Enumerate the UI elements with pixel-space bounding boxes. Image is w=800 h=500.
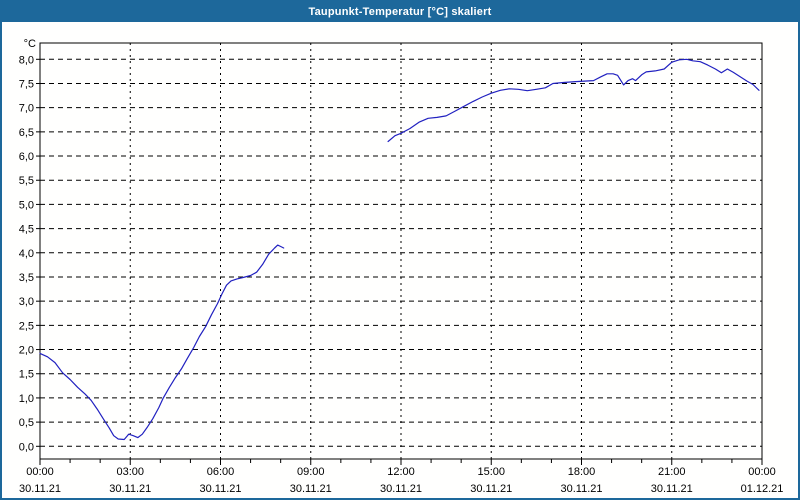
y-tick-label: 5,5 <box>19 175 34 187</box>
x-tick-date-label: 30.11.21 <box>109 483 151 495</box>
y-tick-label: 1,5 <box>19 369 34 381</box>
x-tick-time-label: 00:00 <box>748 466 776 478</box>
x-tick-date-label: 30.11.21 <box>651 483 693 495</box>
dewpoint-temperature-chart: 8,0 7,5 7,0 6,5 6,0 5,5 5,0 4,5 4,0 3,5 3,0 2,5 2,0 1… <box>19 38 784 495</box>
y-tick-label: 2,0 <box>19 345 34 357</box>
x-tick-time-label: 06:00 <box>207 466 235 478</box>
y-tick-label: 3,0 <box>19 296 34 308</box>
x-tick-time-label: 18:00 <box>568 466 596 478</box>
x-tick-date-label: 30.11.21 <box>199 483 241 495</box>
x-tick-time-label: 00:00 <box>26 466 54 478</box>
y-tick-label: 5,0 <box>19 199 34 211</box>
x-tick-time-label: 12:00 <box>387 466 415 478</box>
x-tick-time-label: 09:00 <box>297 466 325 478</box>
window-title: Taupunkt-Temperatur [°C] skaliert <box>308 6 492 18</box>
x-tick-date-label: 30.11.21 <box>560 483 602 495</box>
y-tick-label: 0,5 <box>19 417 34 429</box>
y-tick-label: 3,5 <box>19 272 34 284</box>
dewpoint-series-line <box>387 58 760 143</box>
x-tick-date-label: 30.11.21 <box>470 483 512 495</box>
plot-border <box>39 42 763 460</box>
y-tick-label: 7,0 <box>19 103 34 115</box>
x-tick-date-label: 30.11.21 <box>290 483 332 495</box>
y-tick-label: 0,0 <box>19 441 34 453</box>
x-tick-time-label: 15:00 <box>477 466 505 478</box>
y-tick-label: 4,0 <box>19 248 34 260</box>
dewpoint-series-line <box>39 244 285 441</box>
y-tick-label: 8,0 <box>19 54 34 66</box>
y-tick-label: 4,5 <box>19 224 34 236</box>
y-tick-label: 1,0 <box>19 393 34 405</box>
x-tick-time-label: 21:00 <box>658 466 686 478</box>
y-axis-unit-label: °C <box>24 38 36 50</box>
x-tick-date-label: 30.11.21 <box>19 483 61 495</box>
y-tick-label: 6,0 <box>19 151 34 163</box>
x-tick-date-label: 01.12.21 <box>741 483 784 495</box>
y-tick-label: 6,5 <box>19 127 34 139</box>
x-tick-time-label: 03:00 <box>116 466 144 478</box>
y-tick-label: 2,5 <box>19 320 34 332</box>
y-tick-label: 7,5 <box>19 78 34 90</box>
chart-area: 8,0 7,5 7,0 6,5 6,0 5,5 5,0 4,5 4,0 3,5 3,0 2,5 2,0 1… <box>2 22 798 498</box>
x-tick-date-label: 30.11.21 <box>380 483 422 495</box>
window-titlebar: Taupunkt-Temperatur [°C] skaliert <box>2 2 798 22</box>
